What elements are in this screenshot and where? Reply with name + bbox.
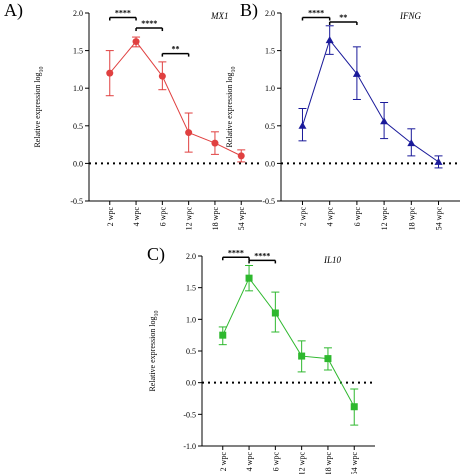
data-point — [380, 117, 389, 125]
y-tick-label: 1.5 — [73, 47, 83, 56]
data-point — [325, 36, 334, 44]
data-point — [434, 157, 443, 165]
y-tick-label: 1.0 — [186, 315, 196, 324]
x-tick-label: 6 wpc — [158, 207, 167, 227]
x-tick-label: 4 wpc — [132, 207, 141, 227]
data-point — [324, 355, 332, 363]
series-line — [302, 39, 439, 163]
x-tick-label: 6 wpc — [271, 452, 280, 472]
y-tick-label: 2.0 — [73, 9, 83, 18]
x-tick-label: 12 wpc — [298, 452, 307, 474]
y-axis-title: Relative expression log10 — [33, 66, 45, 147]
series-line — [109, 40, 242, 157]
x-tick-label: 18 wpc — [324, 452, 333, 474]
x-tick-label: 18 wpc — [407, 207, 416, 231]
panel-c: C) IL10 2.0 1.5 1.0 0.5 0.0 -0.5 -1.0 Relative ex… — [147, 244, 375, 474]
data-point — [298, 352, 306, 360]
y-tick-label: 2.0 — [186, 252, 196, 261]
y-axis-title-main: Relative expression log — [225, 72, 234, 147]
x-tick-label: 18 wpc — [211, 207, 220, 231]
significance-label: ** — [172, 45, 180, 54]
y-tick-label: 0.5 — [265, 122, 275, 131]
y-tick-label: 1.0 — [265, 84, 275, 93]
y-axis-title-subscript: 10 — [154, 310, 160, 316]
panel-a: A) MX1 2.0 1.5 1.0 0.5 0.0 -0.5 Relative express… — [4, 0, 262, 230]
data-point — [237, 152, 245, 160]
y-tick-label: 0.0 — [265, 159, 275, 168]
y-tick-label: 2.0 — [265, 9, 275, 18]
y-axis-title: Relative expression log10 — [225, 66, 237, 147]
data-point — [106, 69, 114, 77]
y-tick-label: -0.5 — [183, 410, 196, 419]
y-tick-label: 0.5 — [186, 347, 196, 356]
y-axis-title-subscript: 10 — [231, 66, 237, 72]
y-tick-label: -0.5 — [262, 197, 275, 206]
x-tick-label: 12 wpc — [380, 207, 389, 231]
data-point — [298, 121, 307, 129]
y-axis-title: Relative expression log10 — [148, 310, 160, 391]
significance-label: **** — [308, 9, 324, 18]
significance-label: **** — [228, 248, 244, 257]
data-point — [185, 129, 193, 137]
x-tick-label: 4 wpc — [326, 207, 335, 227]
data-point — [407, 139, 416, 147]
x-tick-label: 2 wpc — [298, 207, 307, 227]
x-tick-label: 6 wpc — [353, 207, 362, 227]
x-tick-label: 54 wpc — [435, 207, 444, 231]
x-tick-label: 12 wpc — [185, 207, 194, 231]
panel-label: B) — [240, 0, 258, 21]
panel-label: A) — [4, 0, 23, 21]
x-tick-label: 2 wpc — [219, 452, 228, 472]
y-axis-title-main: Relative expression log — [33, 72, 42, 147]
y-tick-label: 0.5 — [73, 122, 83, 131]
y-tick-label: -0.5 — [70, 197, 83, 206]
significance-label: **** — [141, 19, 157, 28]
y-tick-label: 0.0 — [186, 379, 196, 388]
y-tick-label: -1.0 — [183, 442, 196, 451]
gene-title: MX1 — [210, 11, 229, 21]
gene-title: IFNG — [399, 11, 421, 21]
data-point — [271, 309, 279, 317]
significance-label: ** — [339, 13, 347, 22]
y-tick-label: 1.5 — [265, 47, 275, 56]
y-tick-label: 1.0 — [73, 84, 83, 93]
y-tick-label: 1.5 — [186, 284, 196, 293]
data-point — [352, 69, 361, 77]
gene-title: IL10 — [323, 255, 342, 265]
panel-b: B) IFNG 2.0 1.5 1.0 0.5 0.0 -0.5 Relative expres… — [225, 0, 460, 230]
x-tick-label: 4 wpc — [245, 452, 254, 472]
data-point — [211, 139, 219, 147]
significance-label: **** — [115, 9, 131, 18]
data-point — [350, 403, 358, 411]
x-tick-label: 54 wpc — [350, 452, 359, 474]
x-tick-label: 54 wpc — [237, 207, 246, 231]
data-point — [158, 72, 166, 80]
y-axis-title-subscript: 10 — [39, 66, 45, 72]
data-point — [219, 331, 227, 339]
data-point — [245, 274, 253, 282]
y-tick-label: 0.0 — [73, 159, 83, 168]
series-line — [222, 277, 355, 407]
y-axis-title-main: Relative expression log — [148, 316, 157, 391]
x-tick-label: 2 wpc — [106, 207, 115, 227]
panel-label: C) — [147, 244, 165, 265]
data-point — [132, 38, 140, 46]
significance-label: **** — [254, 251, 270, 260]
